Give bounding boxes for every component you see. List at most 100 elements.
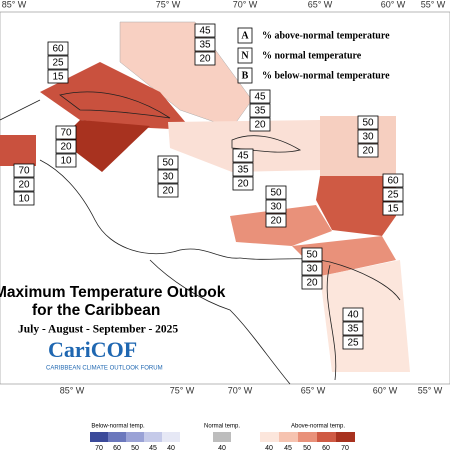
region-value: 45 (237, 151, 249, 162)
scale-tick-label: 70 (95, 445, 103, 450)
legend-letter: B (242, 70, 249, 81)
region-value: 50 (270, 188, 282, 199)
region-box (342, 307, 364, 322)
longitude-label: 70° W (233, 0, 258, 9)
region-value: 40 (347, 310, 359, 321)
scale-swatch (336, 432, 355, 442)
scale-below-label: Below-normal temp. (91, 424, 145, 430)
scale-swatch (279, 432, 298, 442)
longitude-label: 60° W (381, 0, 406, 9)
region-box (194, 51, 216, 66)
scale-above-label: Above-normal temp. (291, 424, 345, 430)
region-value: 35 (237, 165, 249, 176)
region-value: 60 (52, 44, 64, 55)
outlook-regions (0, 21, 410, 372)
legend-text: % below-normal temperature (262, 70, 390, 81)
scale-tick-label: 45 (284, 445, 292, 450)
longitude-label: 75° W (156, 0, 181, 9)
region-value: 15 (52, 72, 64, 83)
legend-letter: A (241, 30, 249, 41)
legend-key-box (237, 27, 253, 44)
region-box (382, 187, 404, 202)
region-box (265, 199, 287, 214)
color-scale: Below-normal temp. Normal temp. Above-no… (90, 424, 355, 450)
legend-text: % above-normal temperature (262, 30, 390, 41)
scale-tick-label: 40 (265, 445, 273, 450)
region-value: 30 (362, 132, 374, 143)
region-box (357, 129, 379, 144)
region-box (265, 213, 287, 228)
scale-swatch (144, 432, 162, 442)
longitude-label: 60° W (373, 385, 398, 395)
region-value: 45 (254, 92, 266, 103)
region-box (301, 261, 323, 276)
region-value: 50 (306, 250, 318, 261)
region-box (265, 185, 287, 200)
region-value: 70 (60, 128, 72, 139)
region-box (382, 201, 404, 216)
region-value: 20 (162, 186, 174, 197)
scale-tick-label: 60 (322, 445, 330, 450)
scale-tick-label: 45 (149, 445, 157, 450)
region-box (157, 183, 179, 198)
scale-swatch (260, 432, 279, 442)
scale-swatch (90, 432, 108, 442)
region-box (382, 173, 404, 188)
region-value: 45 (199, 26, 211, 37)
scale-swatch (298, 432, 317, 442)
region-value: 20 (306, 278, 318, 289)
region-box (47, 55, 69, 70)
region-box (249, 103, 271, 118)
region-box (342, 335, 364, 350)
region-value: 25 (52, 58, 64, 69)
title-block: Maximum Temperature Outlook for the Cari… (0, 284, 226, 371)
region-box (232, 176, 254, 191)
region-value: 70 (18, 166, 30, 177)
region-value: 30 (270, 202, 282, 213)
region-box (13, 191, 35, 206)
scale-tick-label: 50 (303, 445, 311, 450)
region-value: 25 (347, 338, 359, 349)
longitude-label: 70° W (228, 385, 253, 395)
region-box (194, 37, 216, 52)
region-box (13, 177, 35, 192)
longitude-label: 55° W (421, 0, 446, 9)
period: July - August - September - 2025 (18, 324, 178, 336)
region-value: 50 (162, 158, 174, 169)
scale-tick-label: 50 (131, 445, 139, 450)
region-box (342, 321, 364, 336)
region-box (249, 117, 271, 132)
scale-swatch (317, 432, 336, 442)
region-box (194, 23, 216, 38)
legend-key-box (237, 47, 253, 64)
legend-letter: N (241, 50, 249, 61)
scale-tick-label: 70 (341, 445, 349, 450)
logo-caption: CARIBBEAN CLIMATE OUTLOOK FORUM (46, 366, 163, 372)
region-value: 20 (270, 216, 282, 227)
region-box (157, 169, 179, 184)
region-value: 20 (199, 54, 211, 65)
scale-tick-label: 60 (113, 445, 121, 450)
scale-tick-label: 40 (218, 445, 226, 450)
scale-swatch (213, 432, 231, 442)
region-box (301, 247, 323, 262)
region-value: 20 (18, 180, 30, 191)
longitude-label: 85° W (60, 385, 85, 395)
region-value: 20 (254, 120, 266, 131)
region-value: 35 (347, 324, 359, 335)
region-box (55, 153, 77, 168)
region-box (301, 275, 323, 290)
legend-key-box (237, 67, 253, 84)
longitude-label: 85° W (2, 0, 27, 9)
region-value: 15 (387, 204, 399, 215)
region-value: 25 (387, 190, 399, 201)
region-value: 30 (306, 264, 318, 275)
scale-swatch (162, 432, 180, 442)
region-box (232, 162, 254, 177)
scale-swatch (108, 432, 126, 442)
region-box (357, 143, 379, 158)
region-value: 35 (199, 40, 211, 51)
region-box (249, 89, 271, 104)
legend-text: % normal temperature (262, 50, 362, 61)
